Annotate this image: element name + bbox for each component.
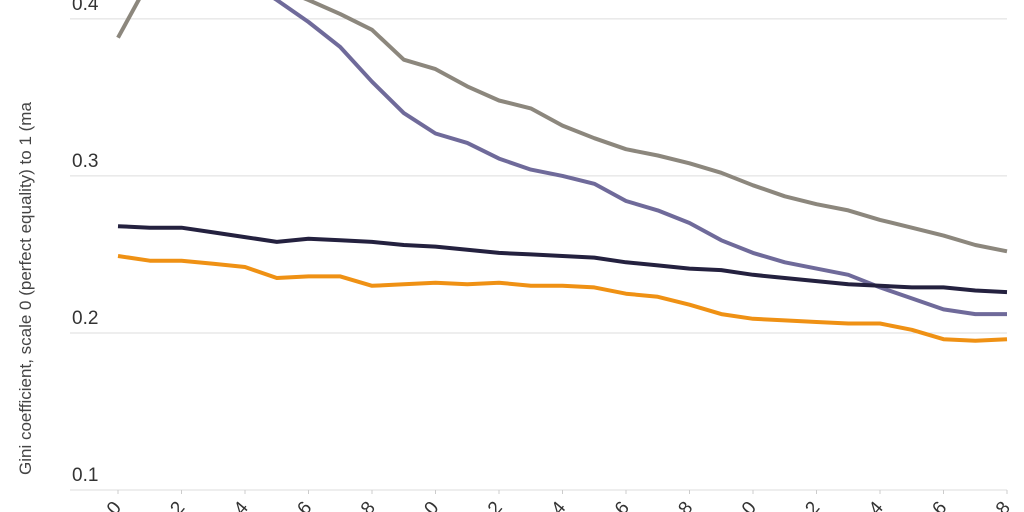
x-tick-label: 6 [928, 498, 951, 512]
y-tick-label: 0.3 [72, 151, 98, 172]
x-tick-label: 2 [166, 498, 189, 512]
y-tick-label: 0.4 [72, 0, 99, 15]
x-tick-label: 8 [992, 498, 1015, 512]
x-tick-label: 8 [674, 498, 697, 512]
x-tick-label: 8 [357, 498, 380, 512]
x-tick-label: 4 [865, 497, 888, 512]
y-axis-title: Gini coefficient, scale 0 (perfect equal… [16, 102, 35, 475]
series-line [117, 224, 1008, 295]
x-tick-label: 2 [484, 498, 507, 512]
x-tick-label: 4 [547, 497, 570, 512]
y-tick-label: 0.2 [72, 308, 98, 329]
series-line [116, 0, 1008, 254]
x-tick-label: 4 [230, 497, 253, 512]
x-tick-label: 2 [801, 498, 824, 512]
x-tick-label: 6 [611, 498, 634, 512]
x-tick-label: 0 [103, 498, 126, 512]
x-tick-label: 0 [420, 498, 443, 512]
series-line [273, 0, 1007, 317]
y-tick-label: 0.1 [72, 465, 98, 486]
x-tick-label: 6 [293, 498, 316, 512]
x-tick-label: 0 [738, 498, 761, 512]
series-line [117, 254, 1008, 343]
